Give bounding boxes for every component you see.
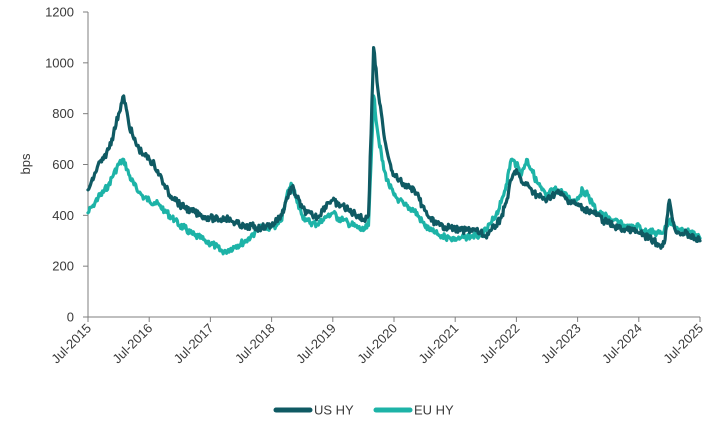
x-tick-label: Jul-2015 [48, 321, 94, 367]
x-tick-label: Jul-2023 [538, 321, 584, 367]
legend: US HY EU HY [273, 403, 454, 418]
y-tick-label: 600 [52, 157, 74, 172]
y-tick-label: 1000 [45, 55, 74, 70]
axes-group [87, 12, 700, 318]
x-tick-label: Jul-2022 [477, 321, 523, 367]
x-tick-label: Jul-2024 [599, 321, 645, 367]
x-tick-label: Jul-2017 [171, 321, 217, 367]
legend-label-us-hy: US HY [314, 403, 354, 418]
x-tick-label: Jul-2021 [415, 321, 461, 367]
y-tick-label: 0 [67, 310, 74, 325]
legend-label-eu-hy: EU HY [414, 403, 454, 418]
y-tick-label: 800 [52, 106, 74, 121]
y-tick-label: 400 [52, 208, 74, 223]
x-tick-label: Jul-2019 [293, 321, 339, 367]
y-tick-label: 200 [52, 259, 74, 274]
x-tick-label: Jul-2020 [354, 321, 400, 367]
x-tick-labels: Jul-2015 Jul-2016 Jul-2017 Jul-2018 Jul-2019… [48, 317, 706, 366]
x-tick-label: Jul-2018 [232, 321, 278, 367]
series-lines [86, 46, 702, 256]
y-tick-label: 1200 [45, 5, 74, 20]
x-tick-label: Jul-2025 [660, 321, 706, 367]
y-tick-labels: 0 200 400 600 800 1000 1200 [45, 5, 88, 325]
x-tick-label: Jul-2016 [109, 321, 155, 367]
series-line-us-hy [86, 46, 702, 250]
y-axis-label: bps [18, 153, 33, 174]
